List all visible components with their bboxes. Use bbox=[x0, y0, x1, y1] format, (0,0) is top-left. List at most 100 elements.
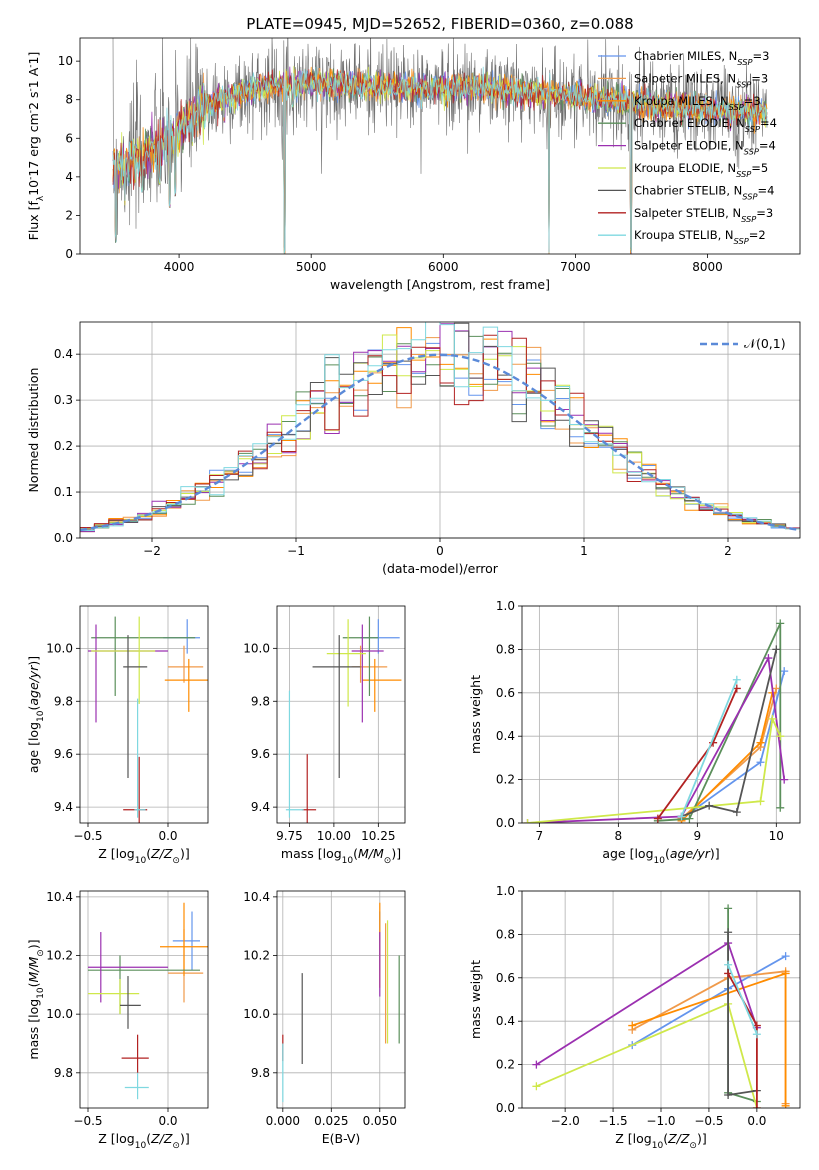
plot-area bbox=[282, 902, 400, 1103]
label-part: ( bbox=[353, 846, 358, 861]
y-tick-label: 1.0 bbox=[496, 599, 515, 613]
y-tick-label: 0.0 bbox=[54, 531, 73, 545]
label-part: age/yr bbox=[26, 665, 41, 706]
x-tick-label: 7000 bbox=[560, 260, 591, 274]
legend-label: 𝒩(0,1) bbox=[744, 336, 786, 351]
label-part: Z [log bbox=[615, 1131, 651, 1146]
label-part: ( bbox=[663, 1131, 668, 1146]
y-tick-label: 0.0 bbox=[496, 816, 515, 830]
weight-marker bbox=[705, 801, 714, 810]
legend-label: Chabrier ELODIE, NSSP=4 bbox=[634, 116, 777, 134]
weight-marker bbox=[677, 812, 686, 821]
label-part: mass weight bbox=[468, 960, 483, 1039]
weight-marker bbox=[781, 952, 790, 961]
y-tick-label: 0.0 bbox=[496, 1101, 515, 1115]
chart-mass-vs-EBV: 0.000 0.025 0.050 9.8 10.0 10.2 10.4 E(B-V) bbox=[243, 890, 406, 1146]
y-tick-label: 9.8 bbox=[54, 1066, 73, 1080]
y-axis-label: Normed distribution bbox=[26, 368, 41, 493]
label-part: =3 bbox=[752, 49, 769, 63]
label-part: 10 bbox=[654, 856, 666, 866]
weight-marker bbox=[653, 814, 662, 823]
axes-frame bbox=[79, 890, 209, 1109]
label-part: =4 bbox=[759, 139, 776, 153]
plot-area bbox=[88, 616, 208, 823]
weight-marker bbox=[768, 714, 777, 723]
y-tick-label: 9.8 bbox=[54, 694, 73, 708]
weight-marker bbox=[532, 1082, 541, 1091]
weight-line bbox=[527, 655, 786, 823]
legend-label: Salpeter MILES, NSSP=3 bbox=[634, 71, 768, 89]
legend-label: Kroupa MILES, NSSP=3 bbox=[634, 94, 761, 112]
x-axis-label: Z [log10(Z/Z⊙)] bbox=[98, 1131, 189, 1151]
weight-marker bbox=[780, 667, 789, 676]
weight-marker bbox=[523, 819, 532, 823]
label-part: )] bbox=[26, 939, 41, 949]
label-part: Chabrier STELIB, N bbox=[634, 183, 742, 197]
axes-frame bbox=[79, 321, 801, 539]
y-axis-label: age [log10(age/yr)] bbox=[26, 656, 46, 773]
label-part: SSP bbox=[742, 191, 757, 201]
y-tick-label: 9.6 bbox=[251, 747, 270, 761]
y-tick-label: 0.6 bbox=[496, 686, 515, 700]
x-tick-label: 10 bbox=[769, 829, 784, 843]
label-part: SSP bbox=[729, 102, 744, 112]
label-part: =3 bbox=[751, 71, 768, 85]
label-part: Salpeter STELIB, N bbox=[634, 206, 741, 220]
y-tick-label: 0.4 bbox=[496, 1014, 515, 1028]
label-part: ( bbox=[146, 1131, 151, 1146]
y-tick-label: 10.2 bbox=[46, 949, 73, 963]
weight-marker bbox=[764, 654, 773, 663]
label-part: Kroupa STELIB, N bbox=[634, 228, 734, 242]
x-axis-label: E(B-V) bbox=[322, 1131, 361, 1146]
x-tick-label: −1 bbox=[287, 544, 305, 558]
y-tick-label: 10.0 bbox=[243, 641, 270, 655]
figure-title: PLATE=0945, MJD=52652, FIBERID=0360, z=0… bbox=[246, 15, 633, 33]
label-part: mass weight bbox=[468, 675, 483, 754]
y-tick-label: 0.2 bbox=[496, 773, 515, 787]
axes-frame bbox=[79, 605, 209, 824]
weight-marker bbox=[776, 619, 785, 628]
weight-line bbox=[680, 679, 738, 817]
label-part: λ bbox=[36, 195, 46, 201]
x-tick-label: 4000 bbox=[164, 260, 195, 274]
y-tick-label: 9.8 bbox=[251, 1066, 270, 1080]
label-part: Chabrier MILES, N bbox=[634, 49, 737, 63]
plot-area bbox=[285, 616, 402, 823]
label-part: 10 bbox=[135, 856, 147, 866]
legend-label: Salpeter STELIB, NSSP=3 bbox=[634, 206, 773, 224]
x-tick-label: 8 bbox=[615, 829, 623, 843]
y-tick-label: 10.0 bbox=[46, 1007, 73, 1021]
x-tick-label: −1.0 bbox=[646, 1114, 675, 1128]
label-part: SSP bbox=[736, 169, 751, 179]
label-part: ( bbox=[665, 846, 670, 861]
x-tick-label: 1 bbox=[580, 544, 588, 558]
y-tick-label: 0 bbox=[65, 247, 73, 261]
x-tick-label: 0.025 bbox=[314, 1114, 348, 1128]
legend-label: Chabrier STELIB, NSSP=4 bbox=[634, 183, 774, 201]
label-part: SSP bbox=[736, 79, 751, 89]
label-part: 2 s bbox=[26, 91, 41, 109]
y-tick-label: 0.4 bbox=[54, 347, 73, 361]
y-tick-label: 0.3 bbox=[54, 393, 73, 407]
x-tick-label: 0.0 bbox=[158, 829, 177, 843]
x-tick-label: −0.5 bbox=[73, 1114, 102, 1128]
x-tick-label: 9 bbox=[694, 829, 702, 843]
label-part: 10 bbox=[342, 856, 354, 866]
weight-marker bbox=[772, 645, 781, 654]
weight-line bbox=[535, 941, 758, 1066]
label-part: Z [log bbox=[98, 846, 134, 861]
y-tick-label: 10 bbox=[58, 54, 73, 68]
weight-line bbox=[536, 1002, 758, 1108]
x-axis-label: (data-model)/error bbox=[382, 561, 499, 576]
x-tick-label: 0.0 bbox=[747, 1114, 766, 1128]
label-part: Chabrier ELODIE, N bbox=[634, 116, 745, 130]
y-tick-label: 0.4 bbox=[496, 729, 515, 743]
y-tick-label: 8 bbox=[65, 93, 73, 107]
y-tick-label: 9.8 bbox=[251, 694, 270, 708]
weight-marker bbox=[724, 904, 733, 913]
x-tick-label: 8000 bbox=[692, 260, 723, 274]
weight-line bbox=[727, 908, 758, 1103]
chart-weights-vs-Z: −2.0 −1.5 −1.0 −0.5 0.0 0.0 0.2 0.4 0.6 0.8 1.0 Z [… bbox=[468, 884, 801, 1151]
y-tick-label: 9.4 bbox=[251, 800, 270, 814]
